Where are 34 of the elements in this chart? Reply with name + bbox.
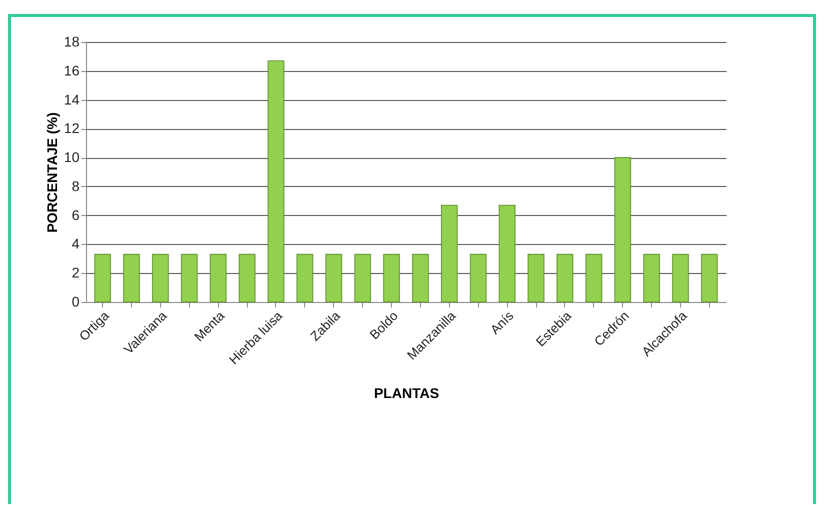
bar (585, 254, 602, 302)
bar (440, 204, 458, 302)
bar (180, 254, 198, 302)
bar (152, 254, 169, 302)
y-tick-label: 2 (72, 264, 80, 281)
bar (614, 157, 632, 302)
y-tick-label: 6 (72, 206, 80, 223)
y-tick-label: 14 (64, 91, 80, 108)
y-tick-label: 10 (64, 149, 80, 166)
y-tick-label: 8 (72, 178, 80, 194)
bar (268, 60, 284, 302)
bar (354, 254, 372, 302)
bar (470, 254, 487, 302)
bar (528, 254, 544, 302)
bar (383, 254, 400, 302)
bar (498, 204, 516, 302)
y-tick-label: 18 (64, 34, 80, 50)
bar (701, 254, 718, 302)
x-axis-title: PLANTAS (374, 385, 440, 402)
bar (94, 254, 111, 302)
bar (412, 254, 429, 302)
bar (296, 254, 314, 302)
y-tick-label: 12 (64, 120, 80, 136)
y-tick-label: 0 (72, 294, 80, 310)
bar (238, 254, 256, 302)
bar (123, 254, 140, 302)
y-axis-title: PORCENTAJE (%) (44, 112, 60, 233)
bar (643, 254, 660, 302)
bar (672, 254, 689, 302)
bar (325, 254, 342, 302)
bar (556, 254, 574, 302)
y-tick-label: 16 (64, 62, 80, 78)
y-tick-label: 4 (72, 236, 80, 252)
bar (210, 254, 227, 302)
